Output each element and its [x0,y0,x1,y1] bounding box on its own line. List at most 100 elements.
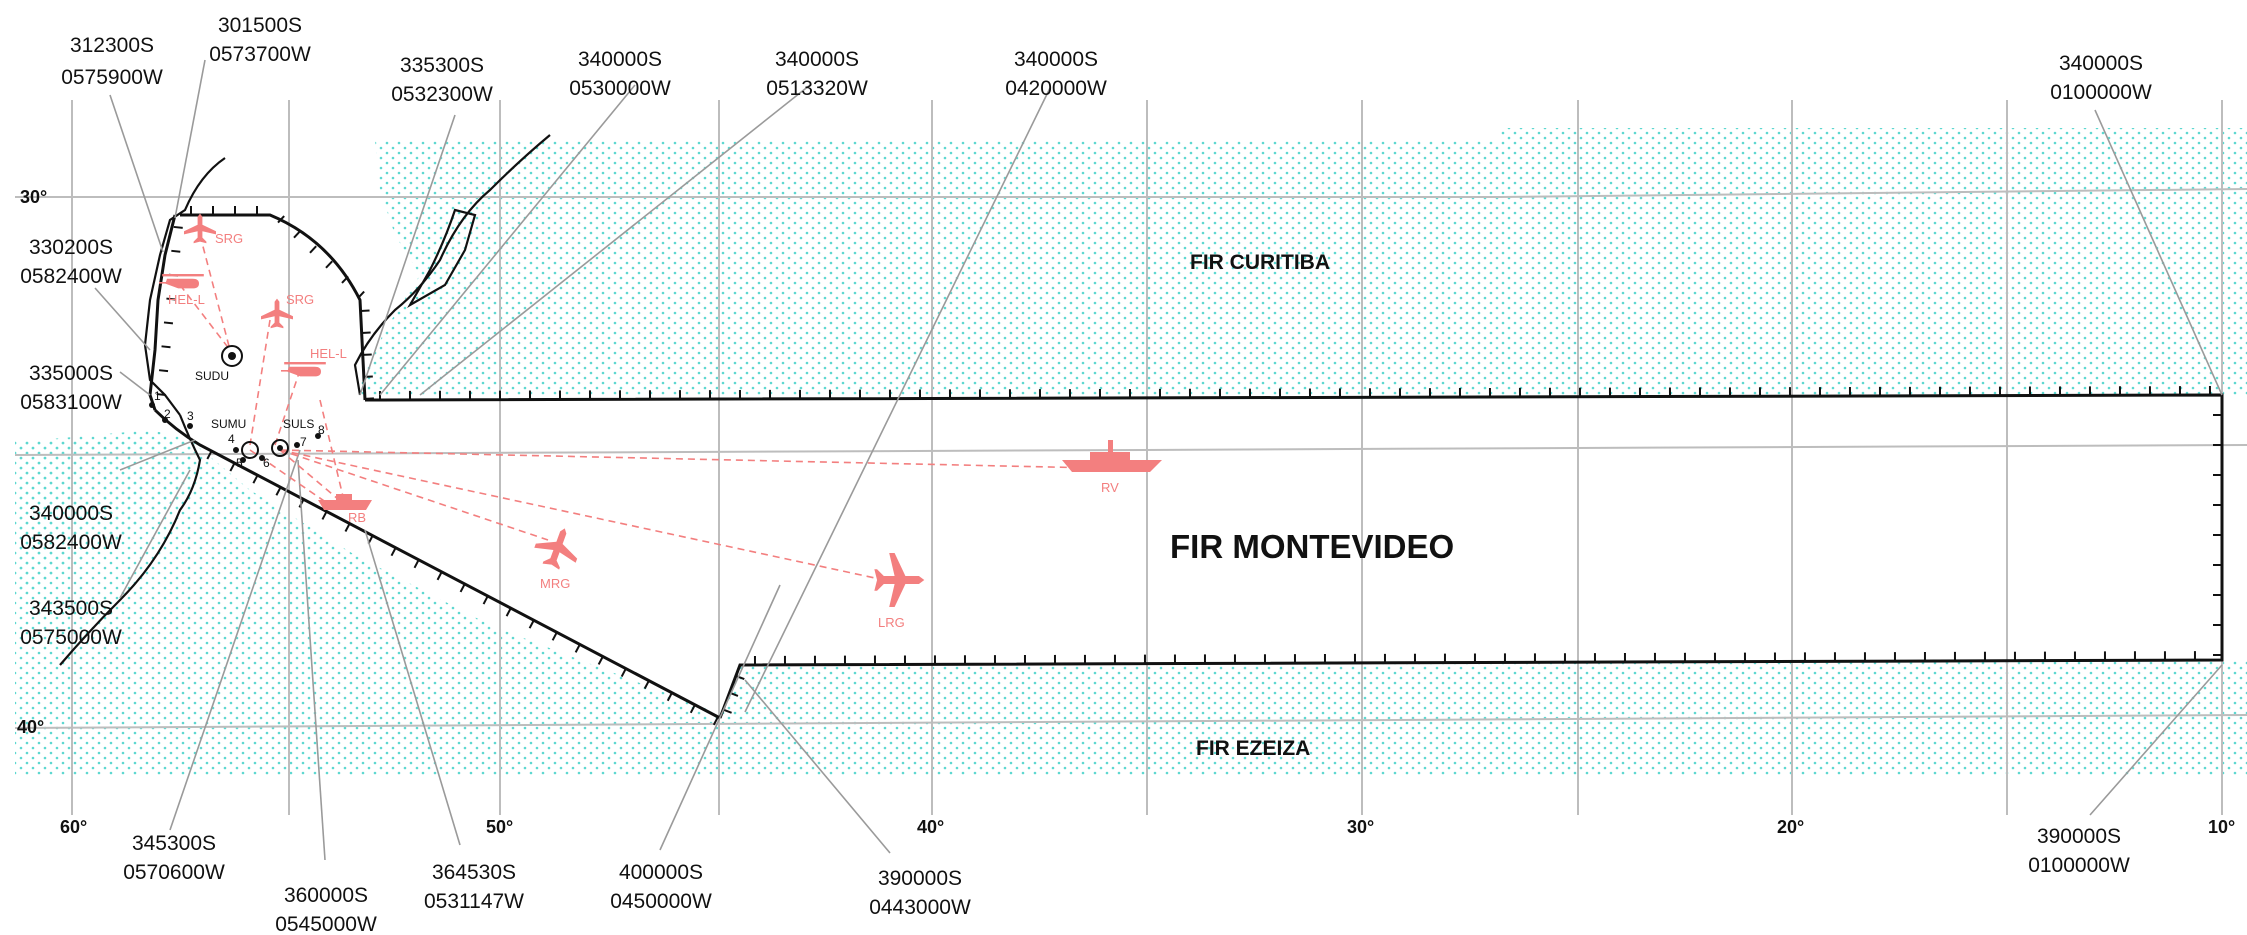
svg-text:0420000W: 0420000W [1005,77,1107,100]
unit-label-lrg: LRG [878,615,905,630]
boundary-tick [482,595,489,605]
unit-label-srg-2: SRG [286,292,314,307]
svg-text:364530S: 364530S [432,861,516,884]
latitude-label-40: 40° [17,717,44,737]
longitude-label-40: 40° [917,817,944,837]
longitude-label-10: 10° [2208,817,2235,837]
boundary-tick [229,462,236,472]
longitude-label-60: 60° [60,817,87,837]
unit-label-hel-1: HEL-L [168,292,205,307]
point-number-2: 2 [164,407,171,421]
svg-text:0100000W: 0100000W [2028,854,2130,877]
svg-text:340000S: 340000S [578,48,662,71]
boundary-tick [390,547,397,557]
svg-text:0582400W: 0582400W [20,265,122,288]
coordinate-label-301500s: 301500S 0573700W [209,14,311,66]
unit-label-rv: RV [1101,480,1119,495]
boundary-tick [156,393,166,396]
boundary-tick [158,369,169,373]
svg-text:0450000W: 0450000W [610,890,712,913]
ocean-dotted-area [15,440,2247,775]
boundary-tick [275,486,282,496]
svg-text:0532300W: 0532300W [391,83,493,106]
boundary-tick [166,297,176,301]
point-number-5: 5 [236,456,243,470]
coordinate-label-340000s-0513320w: 340000S 0513320W [766,48,868,100]
point-number-7: 7 [300,435,307,449]
coordinate-label-390000s-0100000w: 390000S 0100000W [2028,825,2130,877]
svg-text:0531147W: 0531147W [424,890,524,913]
svg-text:0443000W: 0443000W [869,896,971,919]
boundary-tick [689,704,696,714]
svg-text:345300S: 345300S [132,832,216,855]
coordinate-label-364530s: 364530S 0531147W [424,861,524,913]
dotted-areas [15,128,2247,775]
boundary-tick [643,680,650,690]
point-number-4: 4 [228,432,235,446]
boundary-ticks [156,206,2222,726]
coordinate-label-330200s: 330200S 0582400W [20,236,122,288]
svg-text:0513320W: 0513320W [766,77,868,100]
coordinate-label-340000s-0530000w: 340000S 0530000W [569,48,671,100]
fir-curitiba-label: FIR CURITIBA [1190,251,1330,274]
boundary-tick [597,656,604,665]
ocean-west-dotted-area [15,430,195,600]
boundary-tick [413,559,420,569]
boundary-tick [735,674,745,681]
boundary-tick [293,230,301,239]
suls-aerodrome-icon [271,439,289,457]
boundary-tick [325,260,333,269]
svg-text:0582400W: 0582400W [20,531,122,554]
boundary-tick [163,321,174,325]
svg-text:340000S: 340000S [1014,48,1098,71]
svg-text:0573700W: 0573700W [209,43,311,66]
svg-text:0575900W: 0575900W [61,66,163,89]
unit-label-rb: RB [348,510,366,525]
srg-aircraft-icon [184,213,216,244]
boundary-tick [722,708,732,714]
svg-text:360000S: 360000S [284,884,368,907]
coordinate-label-312300s: 312300S 0575900W [61,34,163,89]
svg-text:335000S: 335000S [29,362,113,385]
boundary-tick [171,249,181,253]
svg-text:400000S: 400000S [619,861,703,884]
boundary-tick [459,583,466,593]
latitude-label-30: 30° [20,187,47,207]
aerodromes: SUDU SUMU SULS [195,345,314,459]
svg-text:301500S: 301500S [218,14,302,37]
svg-text:0583100W: 0583100W [20,391,122,414]
svg-text:340000S: 340000S [29,502,113,525]
lrg-aircraft-icon [874,553,925,607]
boundary-tick [341,275,349,284]
svg-text:0570600W: 0570600W [123,861,225,884]
svg-text:0530000W: 0530000W [569,77,671,100]
aerodrome-label-sumu: SUMU [211,417,246,431]
longitude-label-20: 20° [1777,817,1804,837]
boundary-tick [161,345,171,349]
mrg-aircraft-icon [530,520,586,575]
boundary-tick [528,619,535,629]
boundary-tick [252,474,259,484]
label-leaders [94,59,2223,861]
svg-text:335300S: 335300S [400,54,484,77]
coordinate-label-340000s-0420000w: 340000S 0420000W [1005,48,1107,100]
point-number-3: 3 [187,409,194,423]
sudu-aerodrome-icon [221,345,243,367]
boundary-tick [620,668,627,678]
unit-label-mrg: MRG [540,576,570,591]
coordinate-label-343500s: 343500S 0575000W [20,597,122,649]
boundary-coordinate-labels: 312300S 0575900W 301500S 0573700W 335300… [20,14,2152,935]
boundary-tick [574,643,581,653]
fir-ezeiza-label: FIR EZEIZA [1196,737,1310,760]
unit-label-hel-2: HEL-L [310,346,347,361]
rescue-vessel-icon [1062,440,1162,472]
boundary-tick [666,692,673,702]
point-number-1: 1 [154,389,161,403]
svg-text:390000S: 390000S [2037,825,2121,848]
svg-text:312300S: 312300S [70,34,154,57]
sumu-aerodrome-icon [241,441,259,459]
boundary-tick [277,215,285,224]
fir-montevideo-label: FIR MONTEVIDEO [1170,528,1454,565]
reporting-points: 1 2 3 4 5 6 7 8 [149,389,325,470]
